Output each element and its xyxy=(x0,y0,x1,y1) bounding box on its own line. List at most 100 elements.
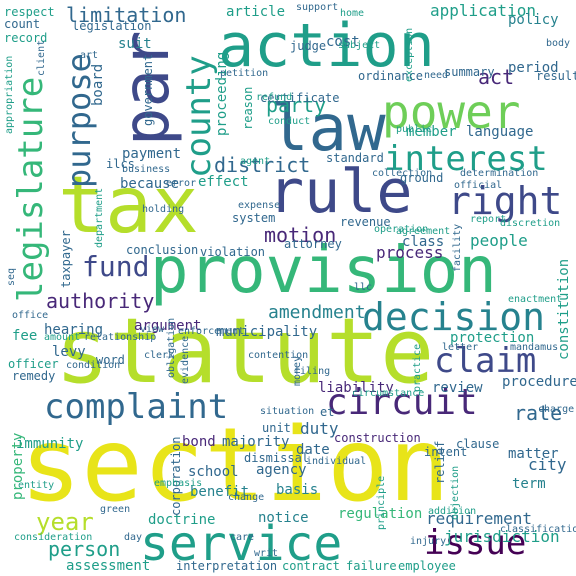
word-petition: petition xyxy=(220,68,268,79)
word-rule: rule xyxy=(268,157,413,227)
word-support: support xyxy=(296,2,338,13)
word-clerk: clerk xyxy=(144,350,174,361)
word-legislation: legislation xyxy=(72,19,151,33)
word-evidence: evidence xyxy=(180,336,191,384)
word-article: article xyxy=(226,4,285,20)
word-letter: letter xyxy=(442,342,478,353)
word-regulation: regulation xyxy=(338,506,422,522)
word-argument: argument xyxy=(134,318,201,334)
word-district: district xyxy=(214,153,310,177)
word-reason: reason xyxy=(241,87,255,130)
word-discretion: discretion xyxy=(500,218,560,229)
word-money: money xyxy=(292,356,303,386)
word-contention: contention xyxy=(248,350,308,361)
word-board: board xyxy=(90,64,106,106)
word-client: client xyxy=(36,40,47,76)
word-duty: duty xyxy=(300,419,339,438)
word-amount: amount xyxy=(44,332,80,343)
word-writ: writ xyxy=(254,548,278,559)
word-requirement: requirement xyxy=(426,509,532,528)
word-collection: collection xyxy=(372,168,432,179)
word-proceeding: proceeding xyxy=(214,52,230,136)
word-section: section xyxy=(20,406,450,525)
word-municipality: municipality xyxy=(216,324,317,340)
word-subject: subject xyxy=(338,40,380,51)
word-unit: unit xyxy=(262,421,291,435)
word-policy: policy xyxy=(508,12,559,28)
word-application: application xyxy=(430,1,536,20)
word-view: view xyxy=(140,324,165,335)
word-respect: respect xyxy=(4,5,55,19)
word-circumstance: circumstance xyxy=(352,388,424,399)
word-matter: matter xyxy=(508,446,559,462)
word-consideration: consideration xyxy=(14,532,92,543)
word-procedure: procedure xyxy=(502,374,576,390)
word-law: law xyxy=(270,92,386,166)
word-date: date xyxy=(296,442,330,458)
word-constitution: constitution xyxy=(556,259,572,360)
word-objection: objection xyxy=(450,466,461,520)
word-complaint: complaint xyxy=(44,387,228,427)
word-situation: situation xyxy=(260,406,314,417)
word-ground: ground xyxy=(400,171,443,185)
word-individual: individual xyxy=(306,456,366,467)
word-agreement: agreement xyxy=(396,226,450,237)
word-employee: employee xyxy=(398,559,456,573)
word-jurisdiction: jurisdiction xyxy=(444,527,560,546)
word-majority: majority xyxy=(222,434,289,450)
word-principle: principle xyxy=(376,476,387,530)
word-entity: entity xyxy=(18,480,54,491)
word-effect: effect xyxy=(198,174,249,190)
word-taxpayer: taxpayer xyxy=(59,230,73,288)
word-term: term xyxy=(512,476,546,492)
word-people: people xyxy=(470,231,528,250)
word-judge: judge xyxy=(290,39,326,53)
word-benefit: benefit xyxy=(190,484,249,500)
word-error: error xyxy=(166,178,196,189)
word-liability: liability xyxy=(318,380,394,396)
word-standard: standard xyxy=(326,151,384,165)
word-ordinance: ordinance xyxy=(358,69,423,83)
word-enforcement: enforcement xyxy=(178,326,244,337)
word-practice: practice xyxy=(412,344,423,392)
word-issue: issue xyxy=(424,523,526,563)
word-operation: operation xyxy=(374,224,428,235)
word-et: et xyxy=(320,405,334,419)
word-immunity: immunity xyxy=(16,436,83,452)
word-interpretation: interpretation xyxy=(176,559,277,573)
word-power: power xyxy=(382,85,520,139)
word-care: care xyxy=(230,532,254,543)
word-certificate: certificate xyxy=(260,91,339,105)
word-claim: claim xyxy=(434,341,536,381)
word-emphasis: emphasis xyxy=(154,478,202,489)
word-summary: summary xyxy=(444,65,495,79)
word-suit: suit xyxy=(118,36,152,52)
word-agent: agent xyxy=(240,156,270,167)
word-filing: filing xyxy=(294,366,330,377)
word-corporation: corporation xyxy=(169,437,183,516)
word-record: record xyxy=(4,31,47,45)
word-process: process xyxy=(376,243,443,262)
word-seq: seq xyxy=(6,268,17,286)
word-because: because xyxy=(120,176,179,192)
word-period: period xyxy=(508,60,559,76)
word-failure: failure xyxy=(346,559,397,573)
word-school: school xyxy=(188,464,239,480)
word-system: system xyxy=(232,211,275,225)
word-conclusion: conclusion xyxy=(126,243,198,257)
word-addition: addition xyxy=(428,506,476,517)
word-agency: agency xyxy=(256,462,307,478)
word-relief: relief xyxy=(433,441,447,484)
word-member: member xyxy=(406,124,457,140)
word-assessment: assessment xyxy=(66,558,150,574)
word-review: review xyxy=(432,380,483,396)
word-city: city xyxy=(528,455,567,474)
word-class: class xyxy=(402,234,444,250)
word-purpose: purpose xyxy=(60,53,98,188)
word-attorney: attorney xyxy=(284,237,342,251)
word-official: official xyxy=(454,180,502,191)
word-result: result xyxy=(536,69,576,83)
word-appropriation: appropriation xyxy=(4,56,15,134)
word-conduct: conduct xyxy=(268,116,310,127)
